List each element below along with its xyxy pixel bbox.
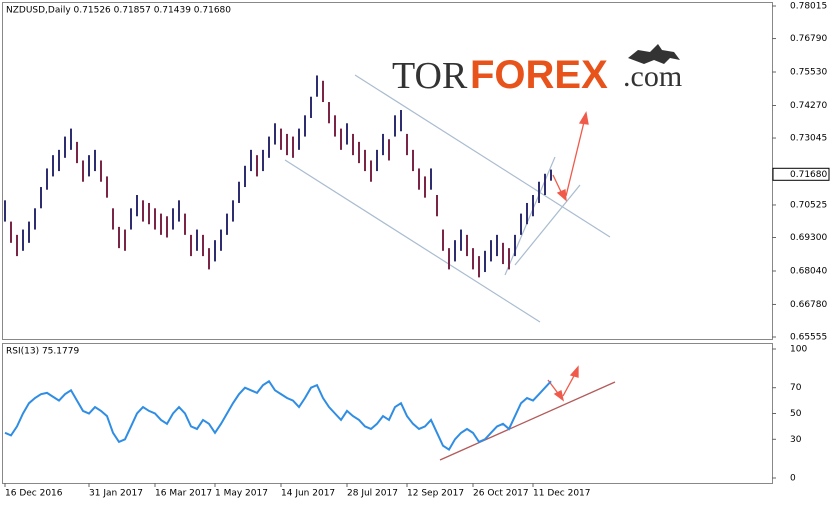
y-tick-label: 0.73045: [790, 134, 827, 144]
arrow-head: [569, 365, 579, 378]
y-tick-label: 30: [790, 435, 802, 445]
watermark: TOR FOREX .com: [392, 44, 682, 97]
arrow: [562, 373, 576, 397]
x-tick-label: 26 Oct 2017: [473, 489, 529, 499]
y-tick-label: 0.70525: [790, 200, 827, 210]
rsi-line: [4, 379, 552, 452]
y-tick-label: 0.69300: [790, 233, 827, 243]
rsi-trendline: [439, 381, 616, 461]
rsi-panel: [2, 343, 773, 484]
price-title: NZDUSD,Daily 0.71526 0.71857 0.71439 0.7…: [6, 6, 231, 16]
last-price-label: 0.71680: [790, 170, 827, 180]
y-tick-label: 0.65555: [790, 333, 827, 343]
x-tick-label: 12 Sep 2017: [407, 489, 464, 499]
y-tick-label: 50: [790, 409, 802, 419]
logo-part: TOR: [392, 55, 468, 97]
arrow-head: [553, 390, 565, 402]
y-tick-label: 100: [790, 345, 807, 355]
channel-line: [284, 159, 541, 323]
y-tick-label: 0.78015: [790, 2, 827, 12]
x-tick-label: 31 Jan 2017: [89, 489, 143, 499]
x-tick-label: 11 Dec 2017: [533, 489, 591, 499]
y-tick-label: 70: [790, 383, 802, 393]
x-tick-label: 28 Jul 2017: [347, 489, 398, 499]
arrow-head: [578, 111, 589, 125]
x-tick-label: 16 Mar 2017: [155, 489, 212, 499]
channel-line: [504, 156, 556, 276]
y-tick-label: 0.66780: [790, 300, 827, 310]
y-tick-label: 0.76790: [790, 34, 827, 44]
arrow-head: [556, 189, 567, 202]
x-tick-label: 1 May 2017: [215, 489, 268, 499]
logo-bull: [628, 44, 680, 64]
x-tick-label: 14 Jun 2017: [281, 489, 335, 499]
rsi-title: RSI(13) 75.1779: [6, 347, 79, 357]
y-tick-label: 0.68040: [790, 266, 827, 276]
arrow: [565, 121, 585, 197]
channel-line: [354, 74, 611, 238]
x-tick-label: 16 Dec 2016: [5, 489, 63, 499]
arrows: [547, 111, 589, 402]
y-tick-label: 0.75530: [790, 68, 827, 78]
channel-line: [514, 184, 581, 266]
last-price-box: [772, 167, 830, 181]
logo-part: .com: [623, 60, 682, 93]
logo-part: FOREX: [470, 53, 608, 97]
y-tick-label: 0.74270: [790, 101, 827, 111]
y-tick-label: 0: [790, 474, 796, 484]
channel: [284, 74, 611, 323]
